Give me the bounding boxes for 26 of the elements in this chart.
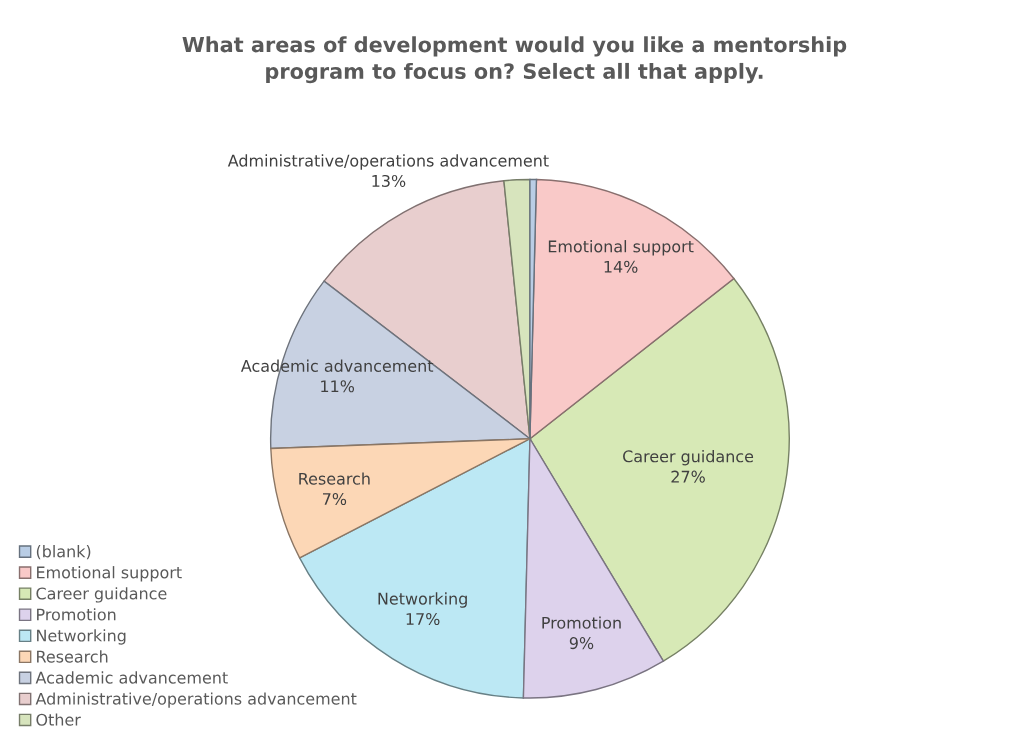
- legend-label: (blank): [36, 545, 91, 560]
- slice-label: Emotional support: [548, 240, 694, 256]
- data-label: 7%: [322, 492, 347, 506]
- slice-label: Administrative/operations advancement: [227, 154, 549, 170]
- slice-label: Networking: [378, 592, 467, 608]
- legend-label: Other: [36, 713, 81, 726]
- data-label: 9%: [569, 637, 594, 650]
- pie-slice: [529, 178, 735, 440]
- legend-label: Networking: [37, 629, 126, 645]
- legend-label: Career guidance: [36, 587, 167, 603]
- pie-slice: [270, 438, 531, 559]
- data-label: 27%: [671, 470, 705, 483]
- slice-label: Promotion: [542, 616, 621, 629]
- legend-label: Promotion: [37, 608, 116, 621]
- slice-label: Career guidance: [623, 450, 754, 466]
- legend-label: Administrative/operations advancement: [35, 692, 357, 708]
- slice-label: Research: [299, 472, 370, 485]
- chart-title: What areas of development would you like a mentorship program to focus on? Select all that apply.: [182, 36, 847, 84]
- legend-label: Research: [37, 650, 108, 663]
- data-label: 17%: [406, 612, 440, 625]
- pie-slice: [529, 277, 790, 662]
- data-label: 14%: [604, 260, 638, 273]
- legend-label: Emotional support: [37, 566, 182, 582]
- data-label: 13%: [372, 174, 406, 187]
- data-label: 11%: [321, 380, 355, 393]
- legend-label: Academic advancement: [35, 671, 228, 684]
